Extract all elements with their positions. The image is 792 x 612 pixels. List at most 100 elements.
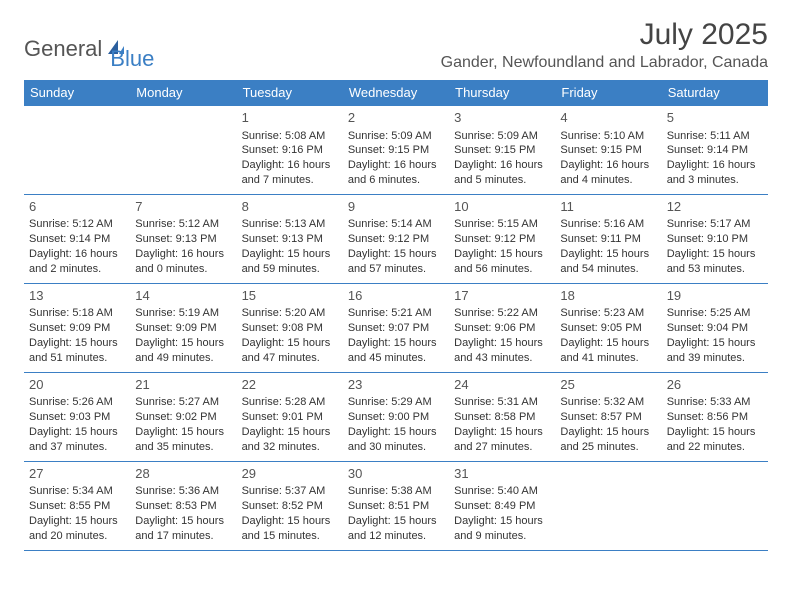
day-detail-line: Sunset: 9:14 PM xyxy=(29,232,125,247)
day-cell: 24Sunrise: 5:31 AMSunset: 8:58 PMDayligh… xyxy=(449,373,555,461)
day-detail-line: Daylight: 15 hours xyxy=(667,336,763,351)
day-cell: 14Sunrise: 5:19 AMSunset: 9:09 PMDayligh… xyxy=(130,284,236,372)
day-detail-line: Sunrise: 5:18 AM xyxy=(29,306,125,321)
day-detail-line: and 45 minutes. xyxy=(348,351,444,366)
day-detail-line: and 35 minutes. xyxy=(135,440,231,455)
day-detail-line: Daylight: 16 hours xyxy=(29,247,125,262)
page-header: General Blue July 2025 Gander, Newfoundl… xyxy=(24,18,768,72)
day-detail-line: and 9 minutes. xyxy=(454,529,550,544)
day-number: 25 xyxy=(560,376,656,394)
empty-day-cell xyxy=(24,106,130,194)
day-detail-line: Daylight: 15 hours xyxy=(348,425,444,440)
day-number: 3 xyxy=(454,109,550,127)
day-detail-line: Daylight: 15 hours xyxy=(135,336,231,351)
day-detail-line: Sunset: 9:16 PM xyxy=(242,143,338,158)
day-detail-line: Sunrise: 5:20 AM xyxy=(242,306,338,321)
day-cell: 28Sunrise: 5:36 AMSunset: 8:53 PMDayligh… xyxy=(130,462,236,550)
empty-day-cell xyxy=(662,462,768,550)
day-number: 6 xyxy=(29,198,125,216)
day-number: 21 xyxy=(135,376,231,394)
week-row: 13Sunrise: 5:18 AMSunset: 9:09 PMDayligh… xyxy=(24,283,768,372)
day-detail-line: Sunset: 9:09 PM xyxy=(135,321,231,336)
day-detail-line: Sunset: 9:13 PM xyxy=(242,232,338,247)
day-detail-line: Sunset: 9:09 PM xyxy=(29,321,125,336)
day-detail-line: Daylight: 15 hours xyxy=(242,425,338,440)
day-cell: 27Sunrise: 5:34 AMSunset: 8:55 PMDayligh… xyxy=(24,462,130,550)
day-detail-line: Sunset: 8:52 PM xyxy=(242,499,338,514)
day-detail-line: and 57 minutes. xyxy=(348,262,444,277)
week-row: 27Sunrise: 5:34 AMSunset: 8:55 PMDayligh… xyxy=(24,461,768,551)
day-detail-line: Sunset: 9:02 PM xyxy=(135,410,231,425)
day-detail-line: Daylight: 15 hours xyxy=(348,336,444,351)
day-detail-line: Sunrise: 5:17 AM xyxy=(667,217,763,232)
day-cell: 25Sunrise: 5:32 AMSunset: 8:57 PMDayligh… xyxy=(555,373,661,461)
day-number: 15 xyxy=(242,287,338,305)
day-detail-line: Sunrise: 5:13 AM xyxy=(242,217,338,232)
day-number: 17 xyxy=(454,287,550,305)
day-number: 10 xyxy=(454,198,550,216)
day-detail-line: Daylight: 16 hours xyxy=(242,158,338,173)
day-detail-line: Sunrise: 5:21 AM xyxy=(348,306,444,321)
logo: General Blue xyxy=(24,26,154,72)
location-subtitle: Gander, Newfoundland and Labrador, Canad… xyxy=(441,54,768,72)
day-cell: 11Sunrise: 5:16 AMSunset: 9:11 PMDayligh… xyxy=(555,195,661,283)
day-detail-line: and 27 minutes. xyxy=(454,440,550,455)
day-detail-line: Sunset: 9:13 PM xyxy=(135,232,231,247)
day-cell: 8Sunrise: 5:13 AMSunset: 9:13 PMDaylight… xyxy=(237,195,343,283)
day-number: 12 xyxy=(667,198,763,216)
day-detail-line: Sunrise: 5:09 AM xyxy=(348,129,444,144)
day-detail-line: Sunset: 8:51 PM xyxy=(348,499,444,514)
day-detail-line: Sunset: 8:56 PM xyxy=(667,410,763,425)
day-cell: 18Sunrise: 5:23 AMSunset: 9:05 PMDayligh… xyxy=(555,284,661,372)
day-detail-line: and 41 minutes. xyxy=(560,351,656,366)
day-header-saturday: Saturday xyxy=(662,80,768,105)
day-detail-line: Daylight: 15 hours xyxy=(454,425,550,440)
day-detail-line: Daylight: 15 hours xyxy=(667,247,763,262)
day-number: 31 xyxy=(454,465,550,483)
day-detail-line: Sunset: 9:10 PM xyxy=(667,232,763,247)
day-detail-line: Daylight: 15 hours xyxy=(348,247,444,262)
day-detail-line: Sunrise: 5:32 AM xyxy=(560,395,656,410)
day-detail-line: Sunrise: 5:37 AM xyxy=(242,484,338,499)
day-cell: 16Sunrise: 5:21 AMSunset: 9:07 PMDayligh… xyxy=(343,284,449,372)
day-cell: 21Sunrise: 5:27 AMSunset: 9:02 PMDayligh… xyxy=(130,373,236,461)
day-detail-line: Sunset: 8:55 PM xyxy=(29,499,125,514)
day-detail-line: and 39 minutes. xyxy=(667,351,763,366)
calendar-day-header-row: SundayMondayTuesdayWednesdayThursdayFrid… xyxy=(24,80,768,105)
day-cell: 29Sunrise: 5:37 AMSunset: 8:52 PMDayligh… xyxy=(237,462,343,550)
day-cell: 13Sunrise: 5:18 AMSunset: 9:09 PMDayligh… xyxy=(24,284,130,372)
day-number: 22 xyxy=(242,376,338,394)
day-detail-line: Sunrise: 5:31 AM xyxy=(454,395,550,410)
day-detail-line: Sunrise: 5:22 AM xyxy=(454,306,550,321)
day-number: 11 xyxy=(560,198,656,216)
day-number: 24 xyxy=(454,376,550,394)
day-detail-line: and 30 minutes. xyxy=(348,440,444,455)
day-detail-line: Daylight: 16 hours xyxy=(667,158,763,173)
day-detail-line: Sunset: 9:15 PM xyxy=(348,143,444,158)
day-cell: 15Sunrise: 5:20 AMSunset: 9:08 PMDayligh… xyxy=(237,284,343,372)
day-detail-line: and 49 minutes. xyxy=(135,351,231,366)
day-detail-line: Sunset: 9:07 PM xyxy=(348,321,444,336)
day-detail-line: Daylight: 15 hours xyxy=(242,247,338,262)
day-detail-line: Daylight: 15 hours xyxy=(454,247,550,262)
day-detail-line: Sunrise: 5:25 AM xyxy=(667,306,763,321)
day-detail-line: Daylight: 15 hours xyxy=(348,514,444,529)
day-detail-line: Daylight: 15 hours xyxy=(454,514,550,529)
day-detail-line: and 59 minutes. xyxy=(242,262,338,277)
day-detail-line: Sunset: 9:03 PM xyxy=(29,410,125,425)
day-detail-line: Sunset: 9:04 PM xyxy=(667,321,763,336)
empty-day-cell xyxy=(555,462,661,550)
day-header-friday: Friday xyxy=(555,80,661,105)
empty-day-cell xyxy=(130,106,236,194)
day-detail-line: Sunset: 9:11 PM xyxy=(560,232,656,247)
day-detail-line: Daylight: 15 hours xyxy=(560,425,656,440)
day-cell: 3Sunrise: 5:09 AMSunset: 9:15 PMDaylight… xyxy=(449,106,555,194)
day-detail-line: Daylight: 16 hours xyxy=(348,158,444,173)
day-detail-line: Sunset: 9:15 PM xyxy=(560,143,656,158)
month-title: July 2025 xyxy=(441,18,768,52)
day-detail-line: and 0 minutes. xyxy=(135,262,231,277)
day-number: 28 xyxy=(135,465,231,483)
logo-text-general: General xyxy=(24,36,102,62)
day-number: 30 xyxy=(348,465,444,483)
day-cell: 22Sunrise: 5:28 AMSunset: 9:01 PMDayligh… xyxy=(237,373,343,461)
